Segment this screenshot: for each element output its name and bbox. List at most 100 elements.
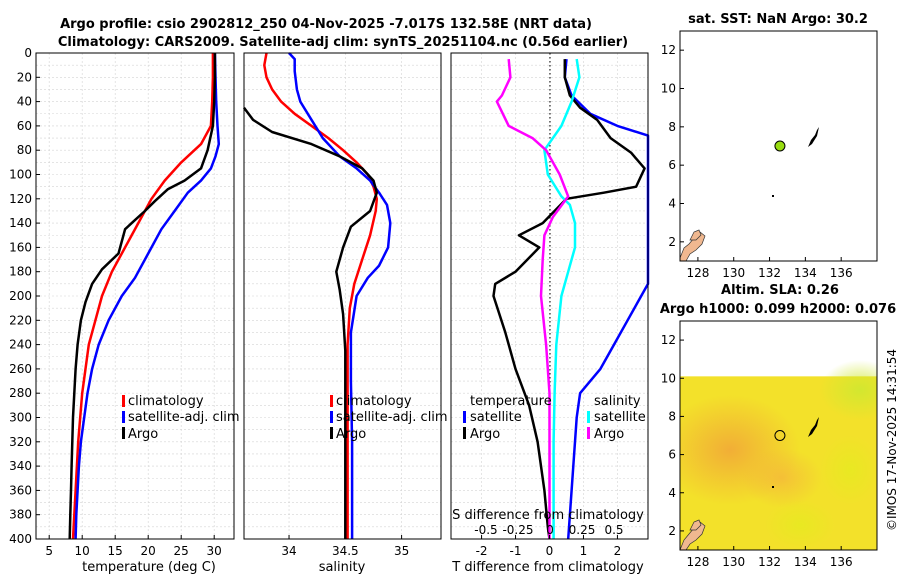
difference-panel: -2 -1 0 1 2 T difference from climatology S … (450, 52, 650, 575)
legend-climatology: climatology (336, 394, 412, 409)
x-tick-label: 15 (108, 544, 123, 558)
y-tick-label: 380 (9, 508, 32, 522)
legend-satellite: satellite-adj. clim (128, 410, 240, 425)
figure-title-line2: Climatology: CARS2009. Satellite-adj cli… (58, 35, 628, 50)
y-tick-label: 12 (661, 333, 676, 347)
difference-series (492, 58, 650, 540)
series-line-t-argo (492, 59, 646, 540)
legend-swatch-s-satellite (587, 411, 590, 423)
x-tick-label: 130 (722, 555, 745, 569)
legend-t-satellite: satellite (470, 410, 522, 425)
difference-legend: temperature salinity satellite Argo sate… (463, 394, 646, 442)
y-tick-label: 8 (668, 409, 676, 423)
sla-map-ticks: 128 130 132 134 136 2 4 6 8 10 12 (661, 333, 853, 569)
salinity-panel: 34 34.5 35 salinity climatology satellite-… (242, 52, 448, 575)
legend-argo: Argo (128, 427, 158, 442)
x-tick-label: -1 (510, 544, 522, 558)
x-tick-label: 5 (45, 544, 53, 558)
series-line-satellite-adj-clim (288, 52, 392, 539)
y-tick-label: 4 (668, 197, 676, 211)
y-tick-label: 280 (9, 386, 32, 400)
x-tick-label: 34.5 (332, 544, 359, 558)
x-tick-label: 0 (546, 544, 554, 558)
x-tick-label: 25 (174, 544, 189, 558)
copyright-stamp: ©IMOS 17-Nov-2025 14:31:54 (885, 349, 899, 531)
legend-swatch-climatology (330, 395, 333, 407)
y-tick-label: 10 (661, 82, 676, 96)
y-tick-label: 60 (17, 119, 32, 133)
temperature-series (68, 52, 221, 540)
y-tick-label: 2 (668, 235, 676, 249)
x-tick-label: 136 (830, 555, 853, 569)
sla-map-frame (679, 320, 878, 551)
x-tick-label: 2 (614, 544, 622, 558)
legend-swatch-satellite (122, 411, 125, 423)
y-tick-label: 260 (9, 362, 32, 376)
sla-low-anomaly (765, 500, 835, 550)
sla-low-anomaly (820, 435, 877, 505)
x-tick-label: 34 (281, 544, 296, 558)
legend-climatology: climatology (128, 394, 204, 409)
sst-map: sat. SST: NaN Argo: 30.2 128 130 132 134 136… (661, 12, 878, 280)
legend-header-temperature: temperature (470, 394, 552, 409)
sla-field (680, 360, 877, 550)
series-line-t-satellite (563, 58, 650, 540)
temperature-grid (36, 53, 234, 539)
salinity-grid (244, 53, 441, 539)
sst-map-land (680, 127, 819, 261)
series-line-satellite-adj-clim (74, 52, 221, 540)
y-tick-label: 340 (9, 459, 32, 473)
figure-title-line1: Argo profile: csio 2902812_250 04-Nov-20… (60, 17, 592, 32)
salinity-xlabel: salinity (319, 560, 366, 575)
s-tick-label: 0.25 (569, 523, 596, 537)
legend-swatch-s-argo (587, 427, 590, 439)
legend-t-argo: Argo (470, 427, 500, 442)
x-tick-label: 30 (207, 544, 222, 558)
series-line-s-satellite (543, 58, 581, 539)
x-tick-label: 134 (794, 555, 817, 569)
y-tick-label: 400 (9, 532, 32, 546)
y-tick-label: 240 (9, 338, 32, 352)
s-tick-label: 0 (546, 523, 554, 537)
y-tick-label: 200 (9, 289, 32, 303)
legend-swatch-argo (330, 427, 333, 439)
s-tick-labels: -0.5 -0.25 0 0.25 0.5 (474, 523, 623, 537)
y-tick-label: 320 (9, 435, 32, 449)
x-tick-label: 128 (686, 555, 709, 569)
y-tick-label: 80 (17, 143, 32, 157)
land-island (808, 127, 819, 147)
legend-argo: Argo (336, 427, 366, 442)
x-tick-label: 130 (722, 266, 745, 280)
y-tick-label: 300 (9, 411, 32, 425)
land-island (680, 521, 706, 550)
series-line-argo (68, 53, 217, 540)
series-line-argo (242, 106, 379, 539)
x-tick-label: 1 (580, 544, 588, 558)
sla-warm-anomaly (742, 448, 822, 508)
series-line-climatology (71, 53, 215, 540)
legend-s-satellite: satellite (594, 410, 646, 425)
y-tick-label: 6 (668, 158, 676, 172)
y-tick-label: 360 (9, 483, 32, 497)
x-tick-label: 134 (794, 266, 817, 280)
sst-map-ticks: 128 130 132 134 136 2 4 6 8 10 12 (661, 43, 853, 280)
difference-s-label: S difference from climatology (452, 508, 644, 523)
y-tick-label: 6 (668, 448, 676, 462)
y-tick-label: 20 (17, 70, 32, 84)
salinity-ticks: 34 34.5 35 (281, 535, 409, 558)
s-tick-label: -0.5 (474, 523, 497, 537)
argo-float-marker (774, 140, 786, 152)
difference-ticks: -2 -1 0 1 2 (476, 535, 622, 558)
temperature-ticks: 5 10 15 20 25 3002040608010012014016018020022… (9, 46, 222, 558)
s-tick-label: -0.25 (502, 523, 533, 537)
x-tick-label: 35 (394, 544, 409, 558)
salinity-series (242, 52, 392, 539)
sst-map-title: sat. SST: NaN Argo: 30.2 (688, 12, 868, 27)
temperature-xlabel: temperature (deg C) (82, 560, 216, 575)
s-tick-label: 0.5 (604, 523, 623, 537)
y-tick-label: 40 (17, 95, 32, 109)
sla-map-title-line2: Argo h1000: 0.099 h2000: 0.076 (660, 302, 896, 317)
legend-swatch-t-satellite (463, 411, 466, 423)
difference-xlabel: T difference from climatology (451, 560, 644, 575)
difference-grid (451, 53, 648, 539)
